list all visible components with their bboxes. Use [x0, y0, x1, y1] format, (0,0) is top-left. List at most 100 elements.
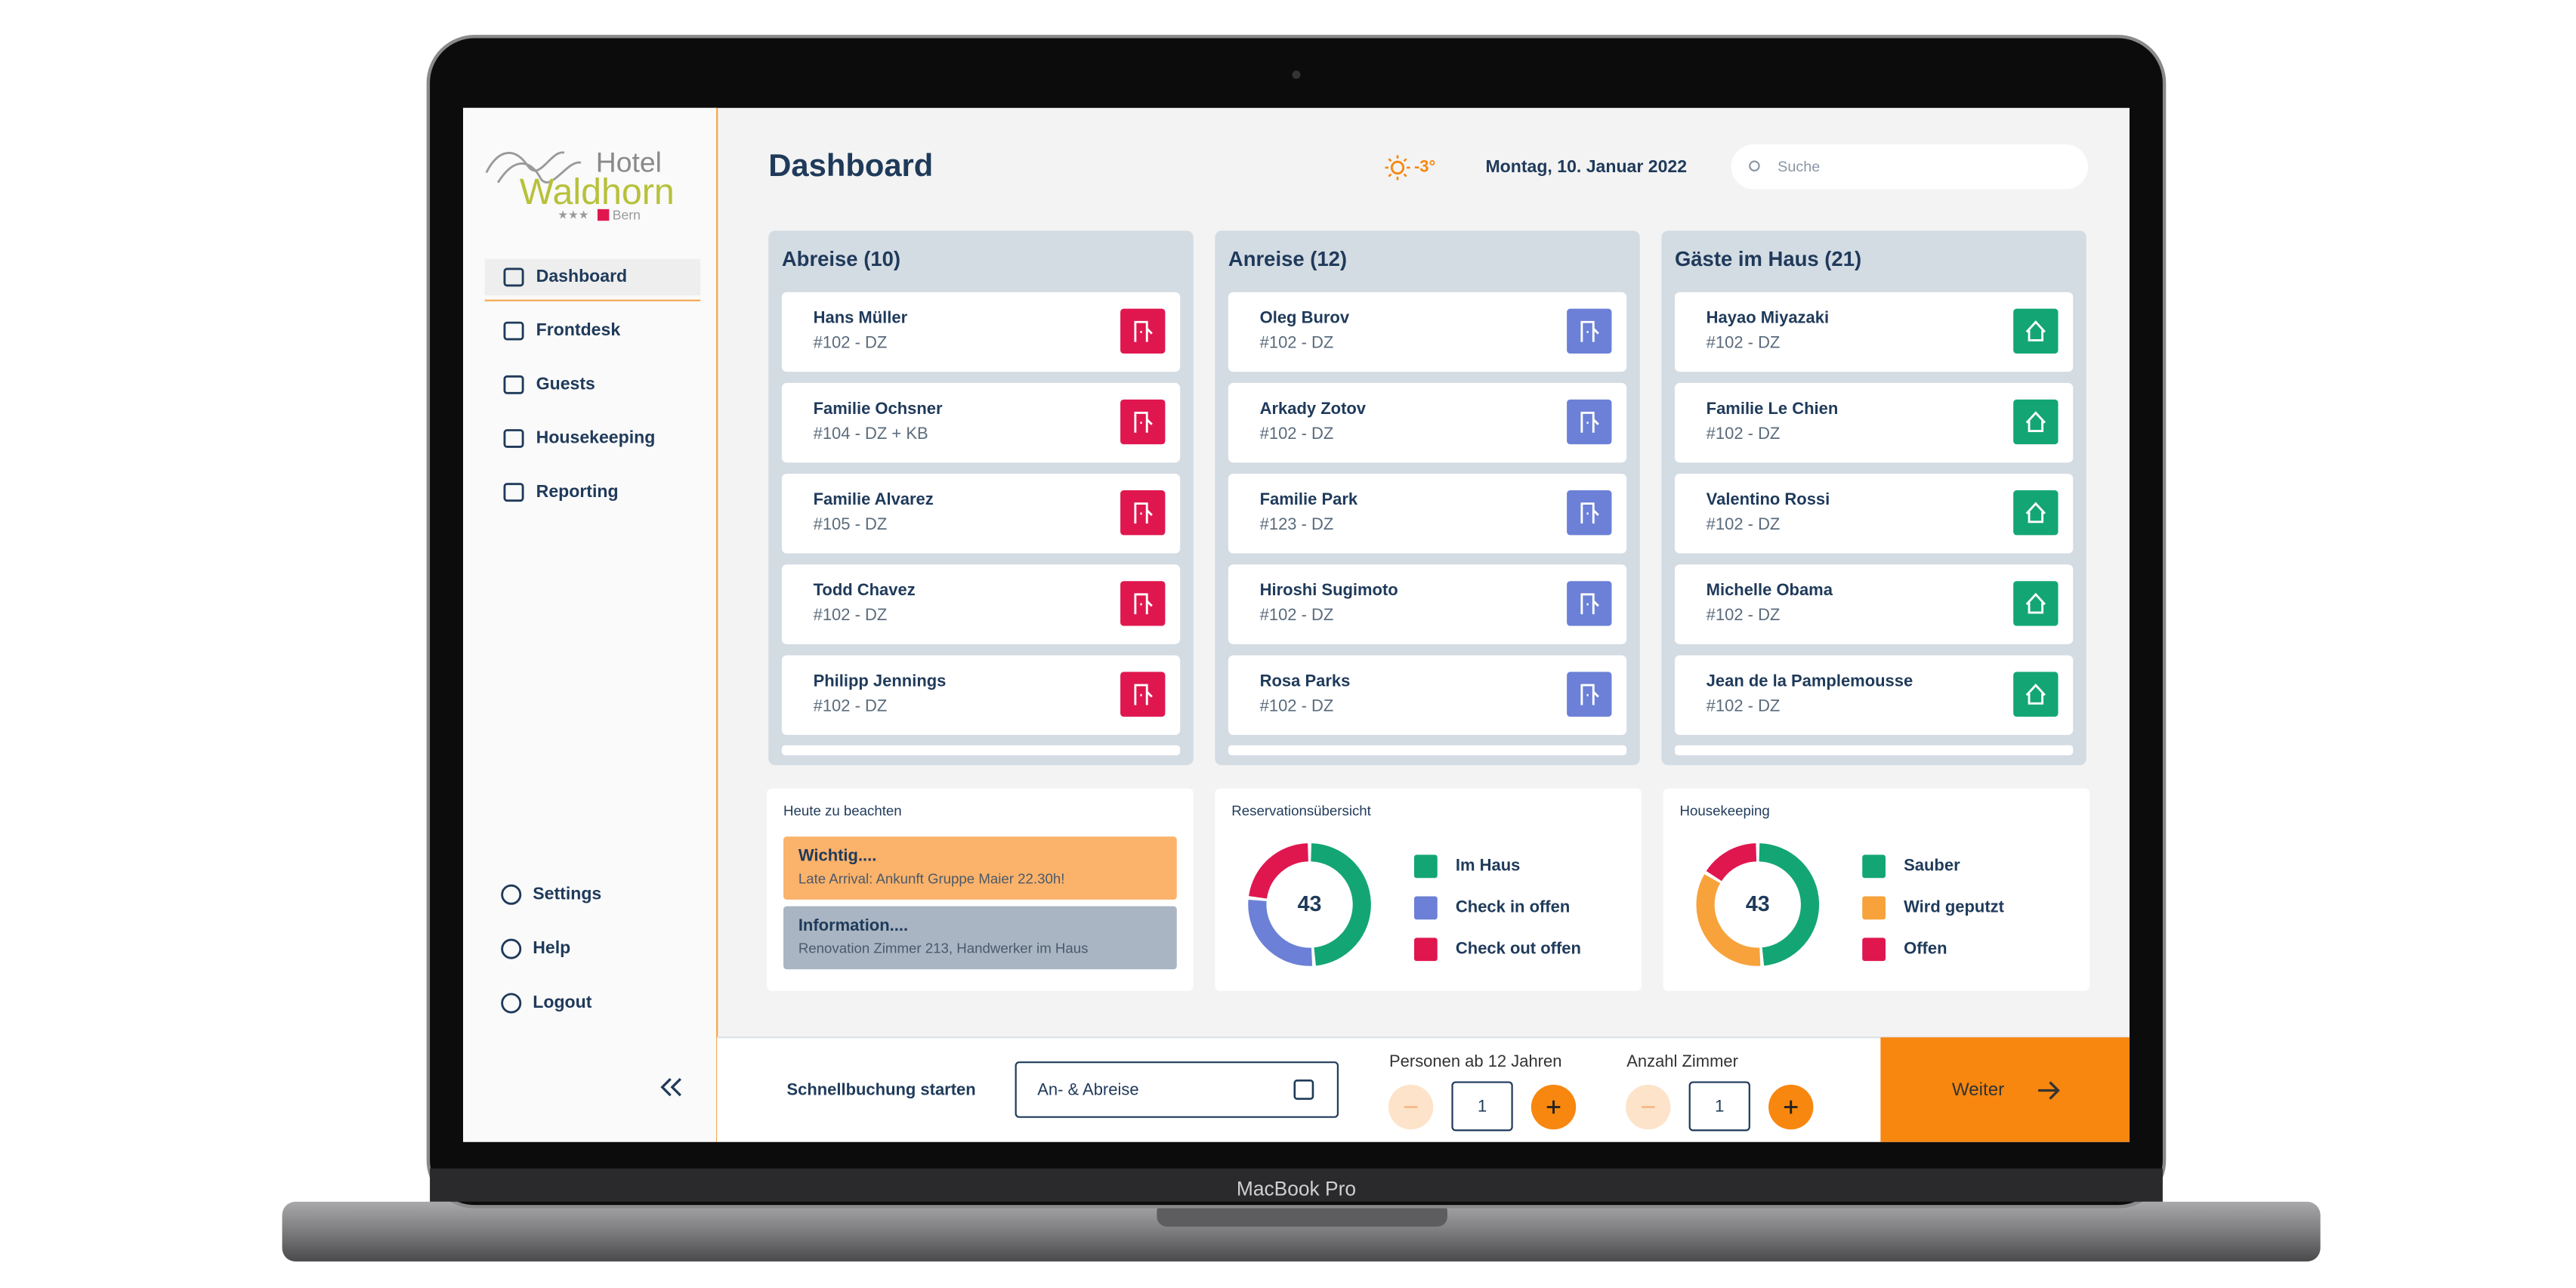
calendar-icon — [1293, 1080, 1314, 1100]
guest-card[interactable] — [1228, 655, 1627, 735]
next-arrow — [2038, 1081, 2060, 1100]
status-button[interactable] — [1120, 490, 1166, 536]
status-button[interactable] — [2013, 672, 2059, 717]
guest-card[interactable] — [781, 292, 1181, 372]
status-button[interactable] — [1567, 399, 1612, 445]
donut-total: 43 — [1746, 892, 1770, 916]
status-button[interactable] — [1567, 672, 1612, 717]
status-button[interactable] — [2013, 308, 2059, 354]
status-button[interactable] — [1120, 308, 1166, 354]
weather-ray — [1403, 158, 1407, 162]
legend-swatch — [1413, 854, 1438, 879]
nav-item[interactable]: Settings — [533, 883, 601, 903]
card-peek — [1228, 745, 1627, 755]
next-button[interactable] — [1880, 1037, 2130, 1142]
stepper-input[interactable] — [1451, 1081, 1513, 1132]
collapse-icon[interactable] — [660, 1077, 682, 1097]
guest-name: Familie Le Chien — [1707, 399, 1839, 418]
status-button[interactable] — [2013, 490, 2059, 536]
guest-card[interactable] — [781, 474, 1181, 554]
guest-card[interactable] — [1674, 474, 2074, 554]
status-button[interactable] — [1567, 308, 1612, 354]
guest-name: Hayao Miyazaki — [1707, 308, 1829, 327]
door-icon — [1580, 412, 1599, 433]
note-title: Information.... — [798, 916, 908, 934]
date-input[interactable] — [1015, 1061, 1339, 1118]
guest-card[interactable] — [1228, 474, 1627, 554]
search-icon — [1749, 160, 1760, 171]
column-title: Abreise (10) — [782, 247, 900, 270]
guest-room: #102 - DZ — [814, 333, 888, 352]
donut-segment — [1310, 843, 1371, 966]
legend-label: Offen — [1904, 939, 1947, 958]
guest-card[interactable] — [1228, 292, 1627, 372]
nav-item[interactable]: Logout — [533, 992, 591, 1012]
nav-icon — [501, 884, 522, 905]
guest-room: #102 - DZ — [1260, 424, 1334, 443]
guest-room: #102 - DZ — [1707, 333, 1781, 352]
door-icon — [1580, 684, 1599, 706]
guest-card[interactable] — [1674, 382, 2074, 463]
guest-card[interactable] — [781, 382, 1181, 463]
guest-card[interactable] — [1228, 564, 1627, 644]
legend-swatch — [1862, 854, 1886, 879]
guest-card[interactable] — [781, 564, 1181, 644]
plus-sign — [1546, 1100, 1561, 1114]
door-icon — [1580, 593, 1599, 615]
plus-sign — [1784, 1100, 1798, 1114]
nav-item[interactable]: Reporting — [536, 481, 619, 501]
note-title: Wichtig.... — [798, 846, 877, 865]
nav-item[interactable]: Guests — [536, 373, 595, 393]
status-button[interactable] — [1567, 490, 1612, 536]
laptop-chin — [430, 1168, 2163, 1202]
donut-segment — [1759, 843, 1820, 966]
guest-name: Valentino Rossi — [1707, 490, 1830, 508]
stepper-value: 1 — [1715, 1096, 1724, 1115]
guest-name: Rosa Parks — [1260, 671, 1351, 690]
guest-card[interactable] — [1674, 292, 2074, 372]
stepper-input[interactable] — [1688, 1081, 1750, 1132]
logo-mark — [485, 151, 582, 184]
guest-card[interactable] — [1674, 655, 2074, 735]
booking-label: Schnellbuchung starten — [786, 1080, 975, 1098]
note[interactable] — [783, 906, 1177, 970]
nav-active-bg — [484, 258, 701, 296]
note[interactable] — [783, 836, 1177, 900]
note-text: Late Arrival: Ankunft Gruppe Maier 22.30… — [798, 870, 1065, 886]
guest-card[interactable] — [1674, 564, 2074, 644]
status-button[interactable] — [2013, 399, 2059, 445]
guest-name: Familie Alvarez — [814, 490, 934, 508]
donut-total: 43 — [1298, 892, 1322, 916]
camera — [1292, 70, 1301, 79]
nav-item[interactable]: Help — [533, 937, 570, 957]
logo-line2: Waldhorn — [520, 171, 675, 212]
door-icon — [1134, 593, 1153, 615]
status-button[interactable] — [1120, 399, 1166, 445]
status-button[interactable] — [1120, 581, 1166, 626]
search-box[interactable] — [1731, 144, 2089, 190]
house-icon — [2025, 411, 2046, 433]
donut-segment — [1249, 843, 1309, 900]
status-button[interactable] — [1567, 581, 1612, 626]
guest-room: #102 - DZ — [1707, 424, 1781, 443]
nav-item[interactable]: Frontdesk — [536, 320, 621, 339]
status-button[interactable] — [1120, 672, 1166, 717]
card-peek — [781, 745, 1181, 755]
weather-ray — [1388, 158, 1392, 162]
nav-icon — [501, 993, 522, 1014]
legend-swatch — [1862, 896, 1886, 920]
donut-panel — [1663, 788, 2090, 991]
guest-card[interactable] — [781, 655, 1181, 735]
guest-room: #102 - DZ — [1260, 333, 1334, 352]
nav-item[interactable]: Dashboard — [536, 266, 627, 286]
laptop-base — [282, 1201, 2321, 1262]
nav-icon — [503, 429, 524, 448]
status-button[interactable] — [2013, 581, 2059, 626]
guest-card[interactable] — [1228, 382, 1627, 463]
guest-name: Hiroshi Sugimoto — [1260, 580, 1398, 599]
nav-item[interactable]: Housekeeping — [536, 428, 656, 447]
door-icon — [1134, 412, 1153, 433]
house-icon — [2025, 592, 2046, 614]
